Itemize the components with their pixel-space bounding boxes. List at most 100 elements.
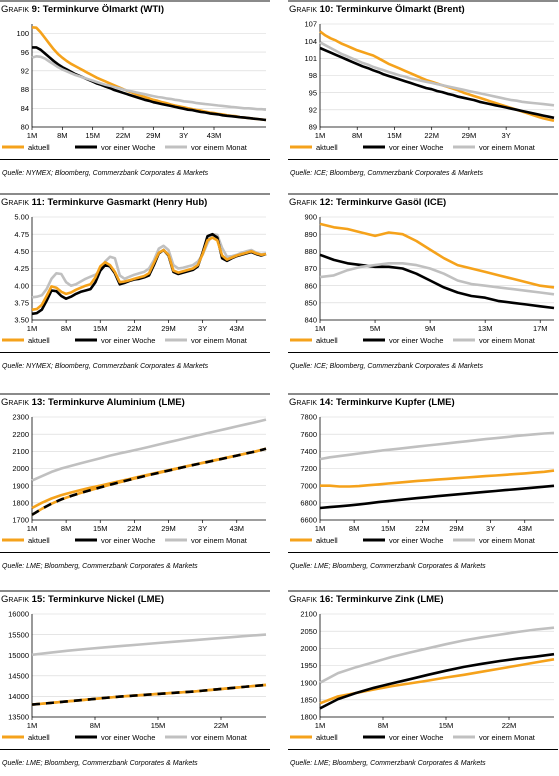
y-tick-label: 1800 [300, 713, 317, 722]
legend-label: vor einer Woche [389, 733, 443, 742]
y-tick-label: 7000 [300, 481, 317, 490]
x-tick-label: 43M [229, 324, 244, 333]
y-tick-label: 95 [309, 88, 317, 97]
x-tick-label: 8M [57, 131, 67, 140]
legend-label: aktuell [316, 733, 338, 742]
chart-title: Grafik 16: Terminkurve Zink (LME) [289, 594, 444, 605]
series-line-monat [319, 41, 555, 107]
y-tick-label: 1700 [12, 516, 29, 525]
y-tick-label: 870 [304, 264, 317, 273]
x-tick-label: 15M [387, 131, 402, 140]
series-line-aktuell [320, 469, 555, 488]
y-tick-label: 5.00 [14, 213, 29, 222]
chart-title-text: Terminkurve Kupfer (LME) [336, 397, 455, 408]
legend-label: vor einem Monat [191, 536, 248, 545]
series-line-woche [31, 232, 267, 316]
chart-title-number: 16: [317, 594, 337, 605]
chart-source: Quelle: ICE; Bloomberg, Commerzbank Corp… [290, 363, 483, 370]
chart-title-prefix: Grafik [1, 397, 30, 408]
x-tick-label: 29M [161, 324, 176, 333]
y-tick-label: 7800 [300, 413, 317, 422]
series-line-aktuell [319, 30, 555, 122]
legend-label: vor einem Monat [479, 143, 536, 152]
series-line-woche [31, 447, 267, 516]
chart-panel-wti: Grafik 9: Terminkurve Ölmarkt (WTI) 80 84 8… [0, 0, 270, 186]
chart-panel-gasoel: Grafik 12: Terminkurve Gasöl (ICE) 840 850… [288, 193, 558, 379]
x-tick-label: 1M [27, 721, 37, 730]
x-tick-label: 29M [161, 524, 176, 533]
x-tick-label: 1M [315, 524, 325, 533]
legend-label: vor einem Monat [191, 143, 248, 152]
x-tick-label: 1M [27, 131, 37, 140]
x-tick-label: 8M [378, 721, 388, 730]
series-line-monat [31, 232, 267, 299]
chart-source: Quelle: NYMEX; Bloomberg, Commerzbank Co… [2, 363, 209, 370]
legend-label: vor einer Woche [101, 143, 155, 152]
y-tick-label: 7600 [300, 430, 317, 439]
chart-title-text: Terminkurve Zink (LME) [336, 594, 444, 605]
panel-rule [0, 193, 270, 195]
x-tick-label: 1M [27, 324, 37, 333]
legend-divider [0, 552, 270, 553]
x-tick-label: 22M [214, 721, 229, 730]
y-tick-label: 3.50 [14, 316, 29, 325]
y-tick-label: 2100 [300, 610, 317, 619]
x-tick-label: 43M [229, 524, 244, 533]
legend-label: vor einem Monat [479, 536, 536, 545]
chart-title-prefix: Grafik [1, 197, 30, 208]
x-tick-label: 1M [315, 131, 325, 140]
y-tick-label: 6600 [300, 516, 317, 525]
chart-title-number: 9: [29, 4, 43, 15]
legend-divider [288, 552, 558, 553]
y-tick-label: 92 [21, 67, 29, 76]
y-tick-label: 4.75 [14, 230, 29, 239]
x-tick-label: 1M [27, 524, 37, 533]
x-tick-label: 22M [502, 721, 517, 730]
legend-label: aktuell [28, 733, 50, 742]
y-tick-label: 880 [304, 247, 317, 256]
x-tick-label: 29M [462, 131, 477, 140]
x-tick-label: 15M [439, 721, 454, 730]
chart-panel-henryhub: Grafik 11: Terminkurve Gasmarkt (Henry H… [0, 193, 270, 379]
chart-source: Quelle: LME; Bloomberg, Commerzbank Corp… [290, 563, 486, 570]
y-tick-label: 96 [21, 48, 29, 57]
y-tick-label: 15000 [8, 651, 29, 660]
series-line-woche [319, 46, 555, 120]
chart-title-number: 11: [29, 197, 48, 208]
y-tick-label: 840 [304, 316, 317, 325]
legend-label: vor einer Woche [101, 336, 155, 345]
x-tick-label: 15M [93, 324, 108, 333]
chart-title-prefix: Grafik [1, 594, 30, 605]
y-tick-label: 3.75 [14, 299, 29, 308]
y-tick-label: 7400 [300, 447, 317, 456]
series-line-aktuell [319, 658, 555, 705]
legend-label: vor einer Woche [101, 733, 155, 742]
legend-divider [0, 352, 270, 353]
legend-divider [288, 352, 558, 353]
y-tick-label: 7200 [300, 464, 317, 473]
legend-label: aktuell [316, 336, 338, 345]
legend-divider [288, 159, 558, 160]
series-line-monat [319, 262, 555, 296]
legend-label: vor einer Woche [389, 336, 443, 345]
series-line-woche [319, 484, 555, 510]
chart-svg: 89 92 95 98 101 104 107 1M 8M 15M 22M 29M 3Y aktuell v… [290, 20, 555, 152]
legend-divider [288, 749, 558, 750]
series-line-woche [31, 683, 267, 706]
x-tick-label: 8M [90, 721, 100, 730]
y-tick-label: 6800 [300, 499, 317, 508]
series-line-aktuell [31, 236, 267, 311]
series-line-monat [319, 431, 555, 461]
y-tick-label: 4.25 [14, 264, 29, 273]
chart-panel-zink: Grafik 16: Terminkurve Zink (LME) 1800 185… [288, 590, 558, 776]
legend-label: vor einem Monat [479, 336, 536, 345]
x-tick-label: 29M [449, 524, 464, 533]
y-tick-label: 2300 [12, 413, 29, 422]
y-tick-label: 92 [309, 106, 317, 115]
x-tick-label: 15M [93, 524, 108, 533]
chart-title-number: 15: [29, 594, 49, 605]
chart-title-text: Terminkurve Gasmarkt (Henry Hub) [47, 197, 208, 208]
x-tick-label: 9M [425, 324, 435, 333]
x-tick-label: 22M [415, 524, 430, 533]
chart-svg: 1700 1800 1900 2000 2100 2200 2300 1M 8M 15M 22M 29… [2, 413, 267, 545]
